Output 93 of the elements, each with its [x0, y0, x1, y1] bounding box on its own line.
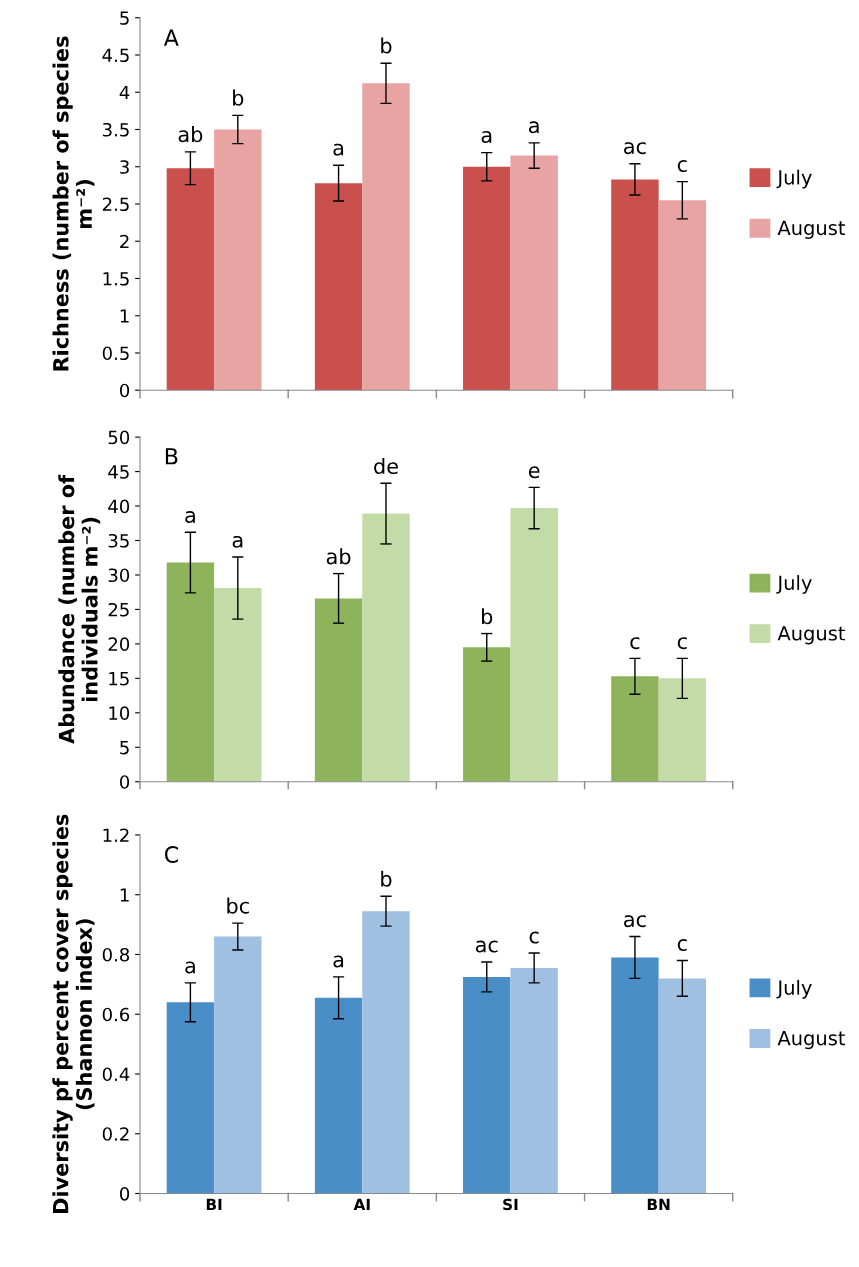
data-label: ac	[624, 915, 646, 928]
y-tick-label: 0.8	[102, 947, 130, 962]
y-tick-label: 20	[108, 637, 130, 652]
bar	[362, 513, 410, 782]
bar	[314, 598, 363, 782]
legend-label: August	[777, 1030, 846, 1050]
y-tick-label: 1	[120, 888, 129, 902]
y-tick-label: 0	[120, 383, 130, 398]
bar	[362, 83, 410, 391]
data-label: a	[481, 131, 492, 143]
y-tick-label: 0.5	[102, 346, 129, 361]
bar	[362, 911, 410, 1194]
y-axis-title: Abundance (number of individuals m⁻²)	[58, 474, 101, 744]
bar	[510, 967, 558, 1194]
bar	[510, 155, 558, 391]
bar	[214, 936, 262, 1194]
y-tick-label: 15	[109, 672, 129, 686]
data-label: a	[529, 121, 539, 134]
legend-label: August	[777, 220, 846, 239]
y-tick-label: 50	[108, 430, 130, 445]
y-tick-label: 10	[109, 706, 130, 720]
y-tick-label: 3	[120, 160, 129, 174]
bar	[611, 179, 659, 391]
data-label: b	[381, 37, 392, 54]
data-label: b	[233, 89, 244, 106]
x-tick-label: SI	[503, 1198, 518, 1211]
bar	[314, 183, 363, 391]
data-label: c	[677, 939, 687, 952]
y-axis-title: Richness (number of species m⁻²)	[52, 36, 95, 371]
data-label: b	[381, 870, 392, 887]
data-label: b	[482, 608, 493, 625]
x-tick-label: BI	[206, 1198, 222, 1210]
y-tick-label: 3.5	[102, 122, 129, 137]
bar	[658, 678, 707, 782]
y-tick-label: 2.5	[102, 197, 129, 212]
legend-label: August	[777, 626, 846, 645]
data-label: a	[185, 961, 195, 974]
y-tick-label: 1.5	[103, 272, 129, 286]
data-label: e	[528, 466, 540, 479]
bar	[611, 676, 659, 782]
y-axis-title: Diversity pf percent cover species (Shannon index)	[52, 814, 95, 1213]
data-label: a	[333, 955, 344, 968]
y-tick-label: 1.2	[103, 828, 129, 842]
legend-label: July	[776, 169, 812, 189]
y-tick-label: 0.4	[102, 1067, 130, 1082]
x-tick-label: BN	[647, 1198, 670, 1210]
annotation: B	[165, 448, 178, 465]
annotation: C	[164, 846, 179, 863]
y-tick-label: 0.6	[102, 1007, 130, 1022]
bar	[214, 129, 262, 391]
y-tick-label: 1	[120, 309, 129, 323]
y-tick-label: 4.5	[102, 48, 129, 63]
bar	[463, 976, 511, 1194]
bar	[463, 166, 511, 391]
annotation: A	[163, 29, 179, 46]
x-tick-label: AI	[353, 1198, 370, 1210]
bar	[510, 508, 558, 782]
bar	[214, 588, 262, 782]
bar	[314, 997, 363, 1194]
y-tick-label: 0	[120, 775, 130, 789]
data-label: a	[333, 143, 344, 156]
y-tick-label: 25	[108, 602, 129, 617]
data-label: ab	[178, 126, 203, 143]
bar	[166, 1002, 215, 1194]
y-tick-label: 30	[108, 568, 130, 583]
data-label: c	[677, 160, 687, 173]
data-label: c	[529, 931, 539, 944]
y-tick-label: 0	[120, 1186, 130, 1201]
legend-label: July	[776, 979, 812, 999]
data-label: bc	[227, 897, 249, 914]
legend-label: July	[776, 575, 812, 594]
y-tick-label: 0.2	[102, 1127, 129, 1141]
bar	[658, 200, 707, 391]
data-label: de	[374, 457, 398, 475]
y-tick-label: 5	[120, 11, 129, 25]
y-tick-label: 45	[108, 465, 129, 479]
data-label: a	[232, 535, 243, 548]
y-tick-label: 4	[119, 85, 130, 100]
bar	[611, 957, 659, 1194]
y-tick-label: 5	[120, 740, 129, 755]
data-label: c	[677, 637, 687, 650]
data-label: a	[185, 511, 195, 524]
bar	[658, 978, 707, 1194]
bar	[463, 647, 511, 782]
y-tick-label: 40	[108, 499, 130, 514]
y-tick-label: 2	[120, 234, 129, 249]
bar	[166, 168, 215, 391]
data-label: ac	[624, 142, 646, 155]
data-label: c	[630, 637, 640, 650]
data-label: ac	[475, 940, 498, 953]
y-tick-label: 35	[108, 533, 129, 548]
bar	[166, 562, 215, 782]
data-label: ab	[326, 548, 351, 565]
